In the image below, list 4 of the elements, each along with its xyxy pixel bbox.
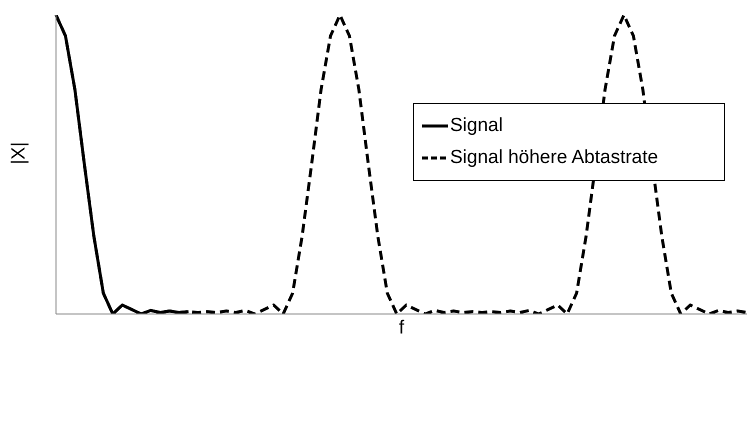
legend-label: Signal (450, 115, 503, 137)
x-axis-title: f (398, 317, 405, 338)
legend-label: Signal höhere Abtastrate (450, 147, 658, 169)
y-axis-title: |X| (8, 142, 30, 164)
